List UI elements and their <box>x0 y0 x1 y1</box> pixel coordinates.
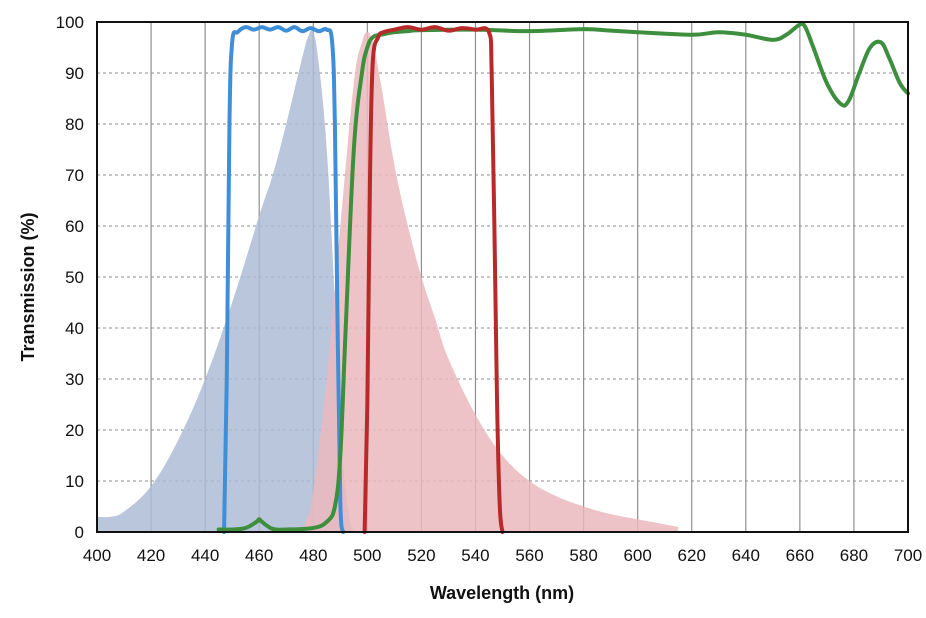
plot-frame <box>96 21 909 533</box>
y-axis-title: Transmission (%) <box>18 212 38 361</box>
y-tick-label-10: 10 <box>65 472 84 491</box>
x-tick-label-700: 700 <box>894 546 922 565</box>
y-tick-label-100: 100 <box>56 13 84 32</box>
line-series <box>216 21 910 534</box>
y-tick-label-70: 70 <box>65 166 84 185</box>
y-tick-label-60: 60 <box>65 217 84 236</box>
line-series-red_line <box>362 25 505 534</box>
x-tick-label-500: 500 <box>353 546 381 565</box>
x-tick-label-680: 680 <box>840 546 868 565</box>
x-tick-label-640: 640 <box>732 546 760 565</box>
y-tick-label-30: 30 <box>65 370 84 389</box>
area-series-red_area <box>299 32 679 532</box>
x-tick-label-580: 580 <box>569 546 597 565</box>
plot-border <box>96 21 909 533</box>
y-tick-label-20: 20 <box>65 421 84 440</box>
x-tick-label-540: 540 <box>461 546 489 565</box>
x-tick-label-440: 440 <box>191 546 219 565</box>
x-tick-label-460: 460 <box>245 546 273 565</box>
x-axis-title: Wavelength (nm) <box>430 583 574 603</box>
area-series-blue_area <box>97 30 354 533</box>
y-tick-label-40: 40 <box>65 319 84 338</box>
x-tick-label-560: 560 <box>515 546 543 565</box>
tick-labels: 400 420 440 460 480 500 520 540 560 580 600 620 640 6… <box>56 13 923 565</box>
y-tick-label-80: 80 <box>65 115 84 134</box>
x-tick-label-400: 400 <box>83 546 111 565</box>
x-tick-label-620: 620 <box>678 546 706 565</box>
x-tick-label-660: 660 <box>786 546 814 565</box>
x-tick-label-600: 600 <box>623 546 651 565</box>
line-series-blue_line <box>222 25 345 534</box>
y-tick-label-90: 90 <box>65 64 84 83</box>
x-tick-label-480: 480 <box>299 546 327 565</box>
y-tick-label-50: 50 <box>65 268 84 287</box>
y-tick-label-0: 0 <box>75 523 84 542</box>
x-tick-label-520: 520 <box>407 546 435 565</box>
area-series <box>97 30 679 533</box>
x-tick-label-420: 420 <box>137 546 165 565</box>
